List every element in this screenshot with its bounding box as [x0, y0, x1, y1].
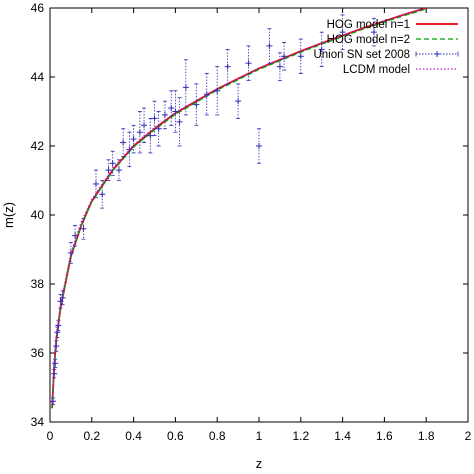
x-tick-label: 1.6 — [376, 429, 393, 443]
data-point — [141, 122, 148, 129]
data-point — [80, 225, 87, 232]
data-point — [182, 84, 189, 91]
data-point — [235, 98, 242, 105]
data-point — [147, 132, 154, 139]
plot-area — [49, 7, 469, 423]
x-tick-label: 0 — [47, 429, 54, 443]
data-point — [193, 101, 200, 108]
legend-label: LCDM model — [343, 64, 410, 76]
y-tick-label: 46 — [31, 1, 45, 15]
data-point — [151, 115, 158, 122]
legend-label: HOG model n=2 — [327, 34, 410, 46]
sn-data-points — [50, 14, 377, 406]
data-point — [109, 160, 116, 167]
x-tick-labels: 0 0.2 0.4 0.6 0.8 1 1.2 1.4 1.6 1.8 2 — [47, 429, 472, 443]
x-tick-label: 0.4 — [125, 429, 142, 443]
y-tick-label: 44 — [31, 70, 45, 84]
y-tick-label: 42 — [31, 139, 45, 153]
data-point — [318, 46, 325, 53]
series-clip-group — [50, 8, 427, 409]
data-point — [224, 63, 231, 70]
data-point — [52, 360, 59, 367]
data-point — [276, 63, 283, 70]
legend: HOG model n=1 HOG model n=2 Union SN set 2… — [313, 19, 459, 76]
data-point — [161, 111, 168, 118]
data-point — [176, 118, 183, 125]
data-point — [136, 129, 143, 136]
data-point — [92, 180, 99, 187]
data-point — [105, 167, 112, 174]
data-point — [172, 108, 179, 115]
y-axis-label: m(z) — [1, 202, 16, 228]
data-point — [155, 125, 162, 132]
data-point — [50, 398, 57, 405]
data-point — [256, 143, 262, 149]
series-layer — [50, 8, 427, 409]
legend-label: Union SN set 2008 — [313, 49, 410, 61]
y-tick-label: 40 — [31, 208, 45, 222]
data-point — [214, 87, 221, 94]
x-tick-label: 1.4 — [334, 429, 351, 443]
y-tick-label: 34 — [31, 415, 45, 429]
data-point — [370, 29, 377, 36]
x-tick-label: 1.8 — [418, 429, 435, 443]
data-point — [120, 139, 127, 146]
data-point — [245, 60, 252, 67]
x-tick-label: 0.6 — [167, 429, 184, 443]
data-point — [266, 42, 273, 49]
data-point — [99, 191, 106, 198]
data-point — [168, 105, 175, 112]
data-point — [115, 167, 122, 174]
y-tick-label: 38 — [31, 277, 45, 291]
data-point — [281, 53, 288, 60]
x-axis-label: z — [256, 456, 263, 471]
data-point — [297, 53, 304, 60]
legend-label: HOG model n=1 — [327, 19, 410, 31]
x-tick-label: 1 — [256, 429, 263, 443]
x-tick-label: 1.2 — [292, 429, 309, 443]
data-point — [339, 29, 346, 36]
axis-ticks — [49, 7, 469, 423]
y-tick-label: 36 — [31, 346, 45, 360]
data-point — [130, 136, 137, 143]
y-tick-labels: 34 36 38 40 42 44 46 — [31, 1, 45, 429]
x-tick-label: 2 — [465, 429, 472, 443]
x-tick-label: 0.8 — [209, 429, 226, 443]
x-tick-label: 0.2 — [83, 429, 100, 443]
